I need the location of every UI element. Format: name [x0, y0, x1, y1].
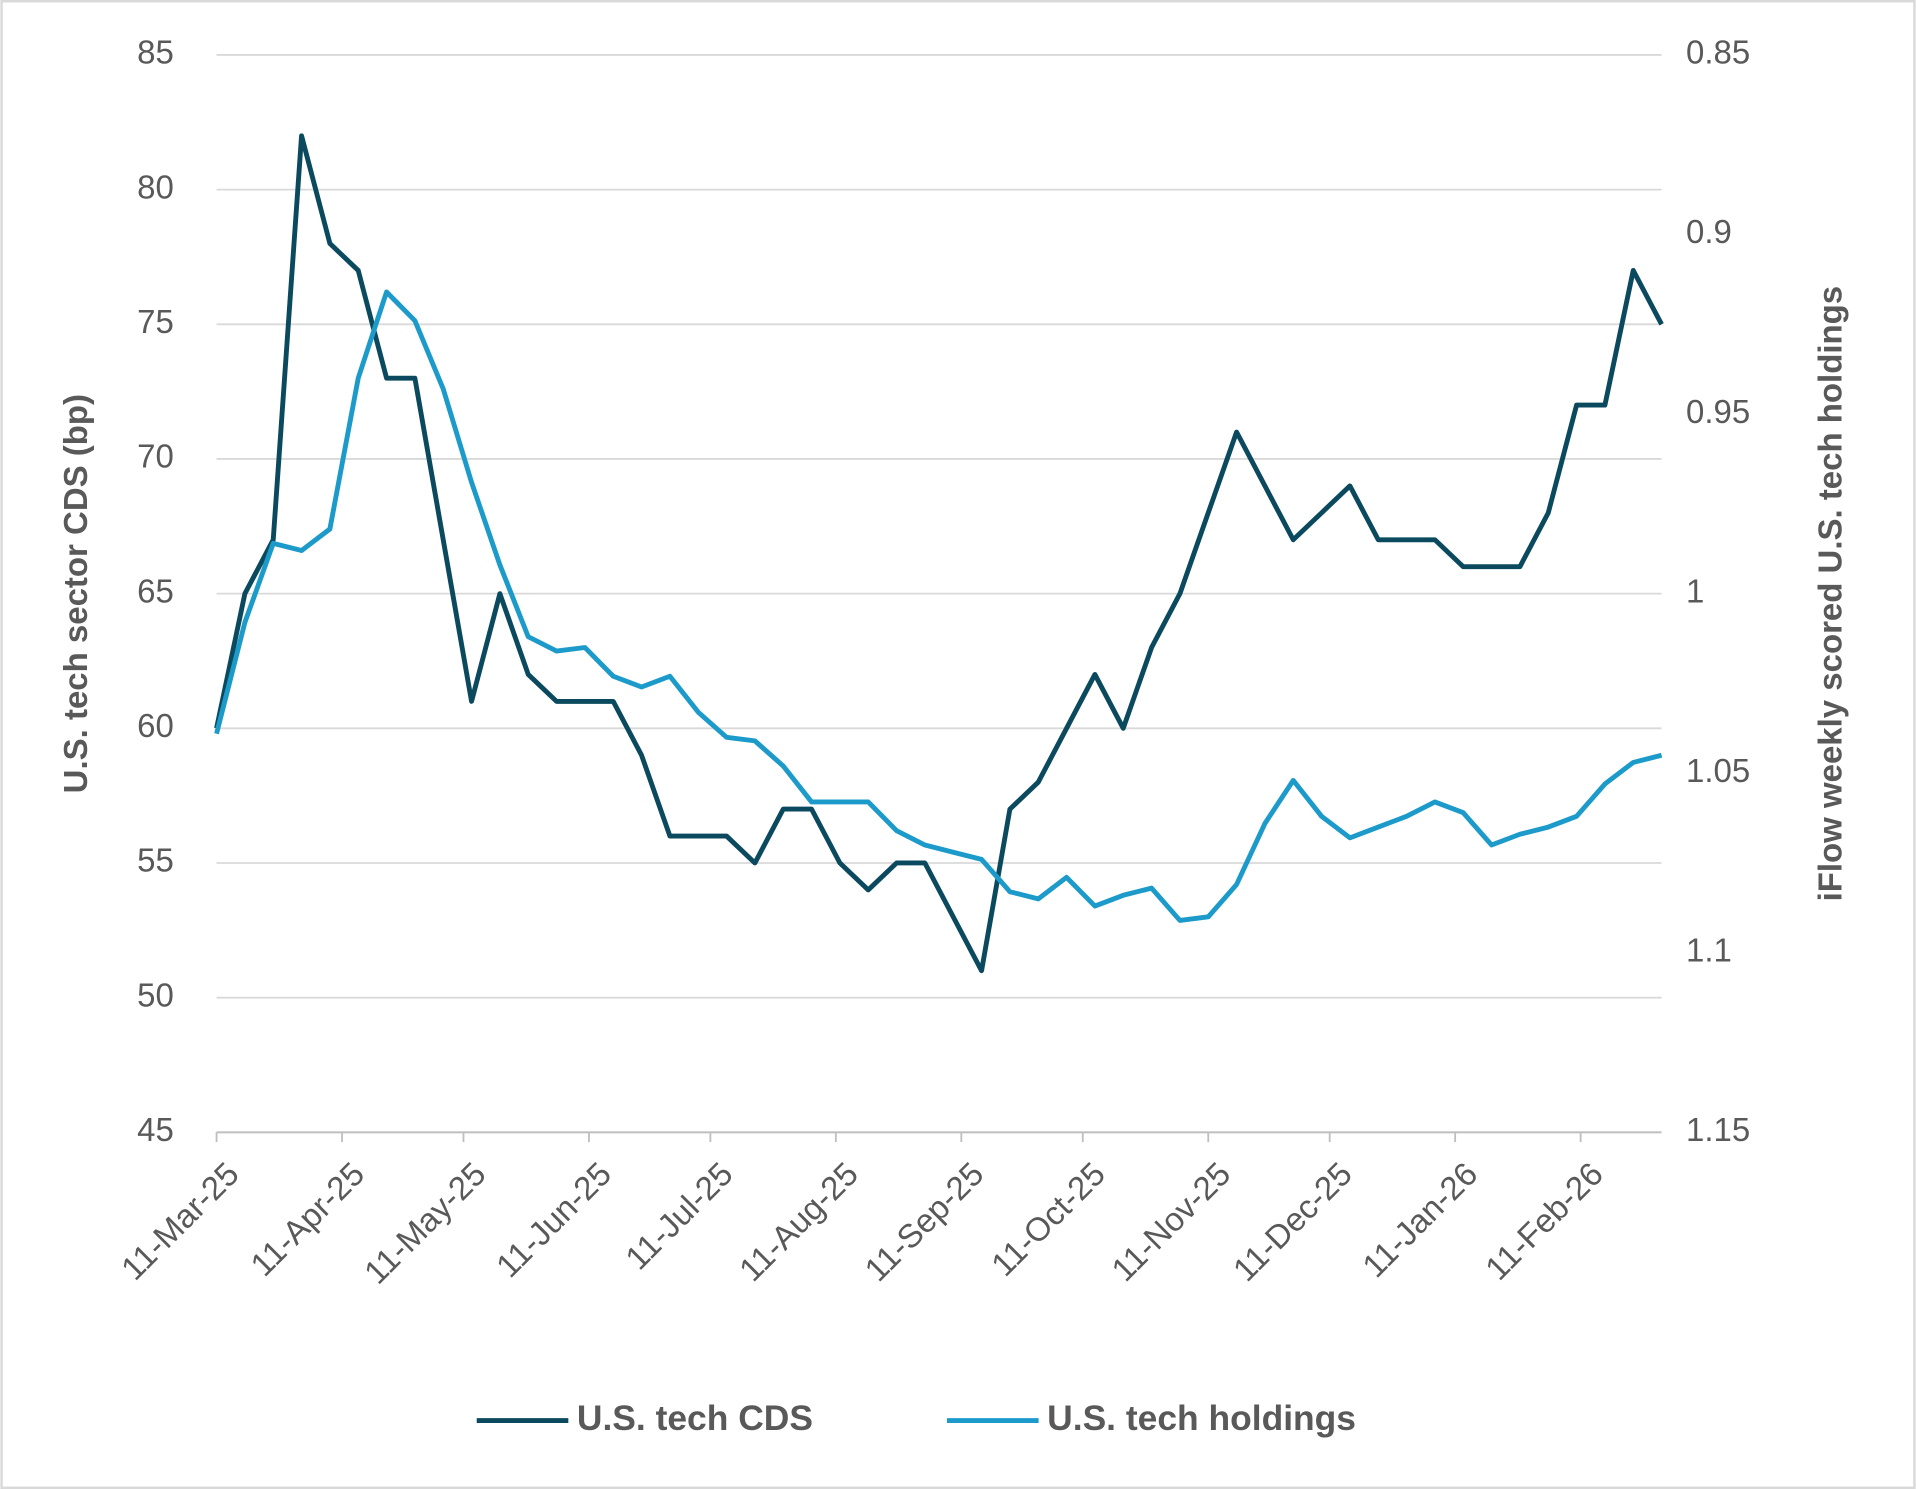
legend-label: U.S. tech holdings [1047, 1398, 1356, 1438]
y-tick-label: 45 [137, 1111, 174, 1148]
y-tick-label: 85 [137, 34, 174, 71]
legend-label: U.S. tech CDS [577, 1398, 813, 1438]
y2-tick-label: 1 [1686, 572, 1704, 609]
y2-tick-label: 0.95 [1686, 393, 1750, 430]
y-tick-label: 80 [137, 168, 174, 205]
y2-axis-title: iFlow weekly scored U.S. tech holdings [1811, 286, 1848, 902]
y2-tick-label: 1.05 [1686, 752, 1750, 789]
series-line [214, 133, 1664, 974]
y2-tick-label: 1.15 [1686, 1111, 1750, 1148]
y2-tick-label: 0.85 [1686, 34, 1750, 71]
y-tick-label: 55 [137, 842, 174, 879]
y-tick-label: 50 [137, 976, 174, 1013]
y-axis-title: U.S. tech sector CDS (bp) [57, 394, 94, 793]
y-tick-label: 70 [137, 438, 174, 475]
y2-tick-label: 0.9 [1686, 213, 1732, 250]
series-line [214, 289, 1663, 923]
y-tick-label: 60 [137, 707, 174, 744]
y2-tick-label: 1.1 [1686, 931, 1732, 968]
y-tick-label: 65 [137, 572, 174, 609]
y-tick-label: 75 [137, 303, 174, 340]
